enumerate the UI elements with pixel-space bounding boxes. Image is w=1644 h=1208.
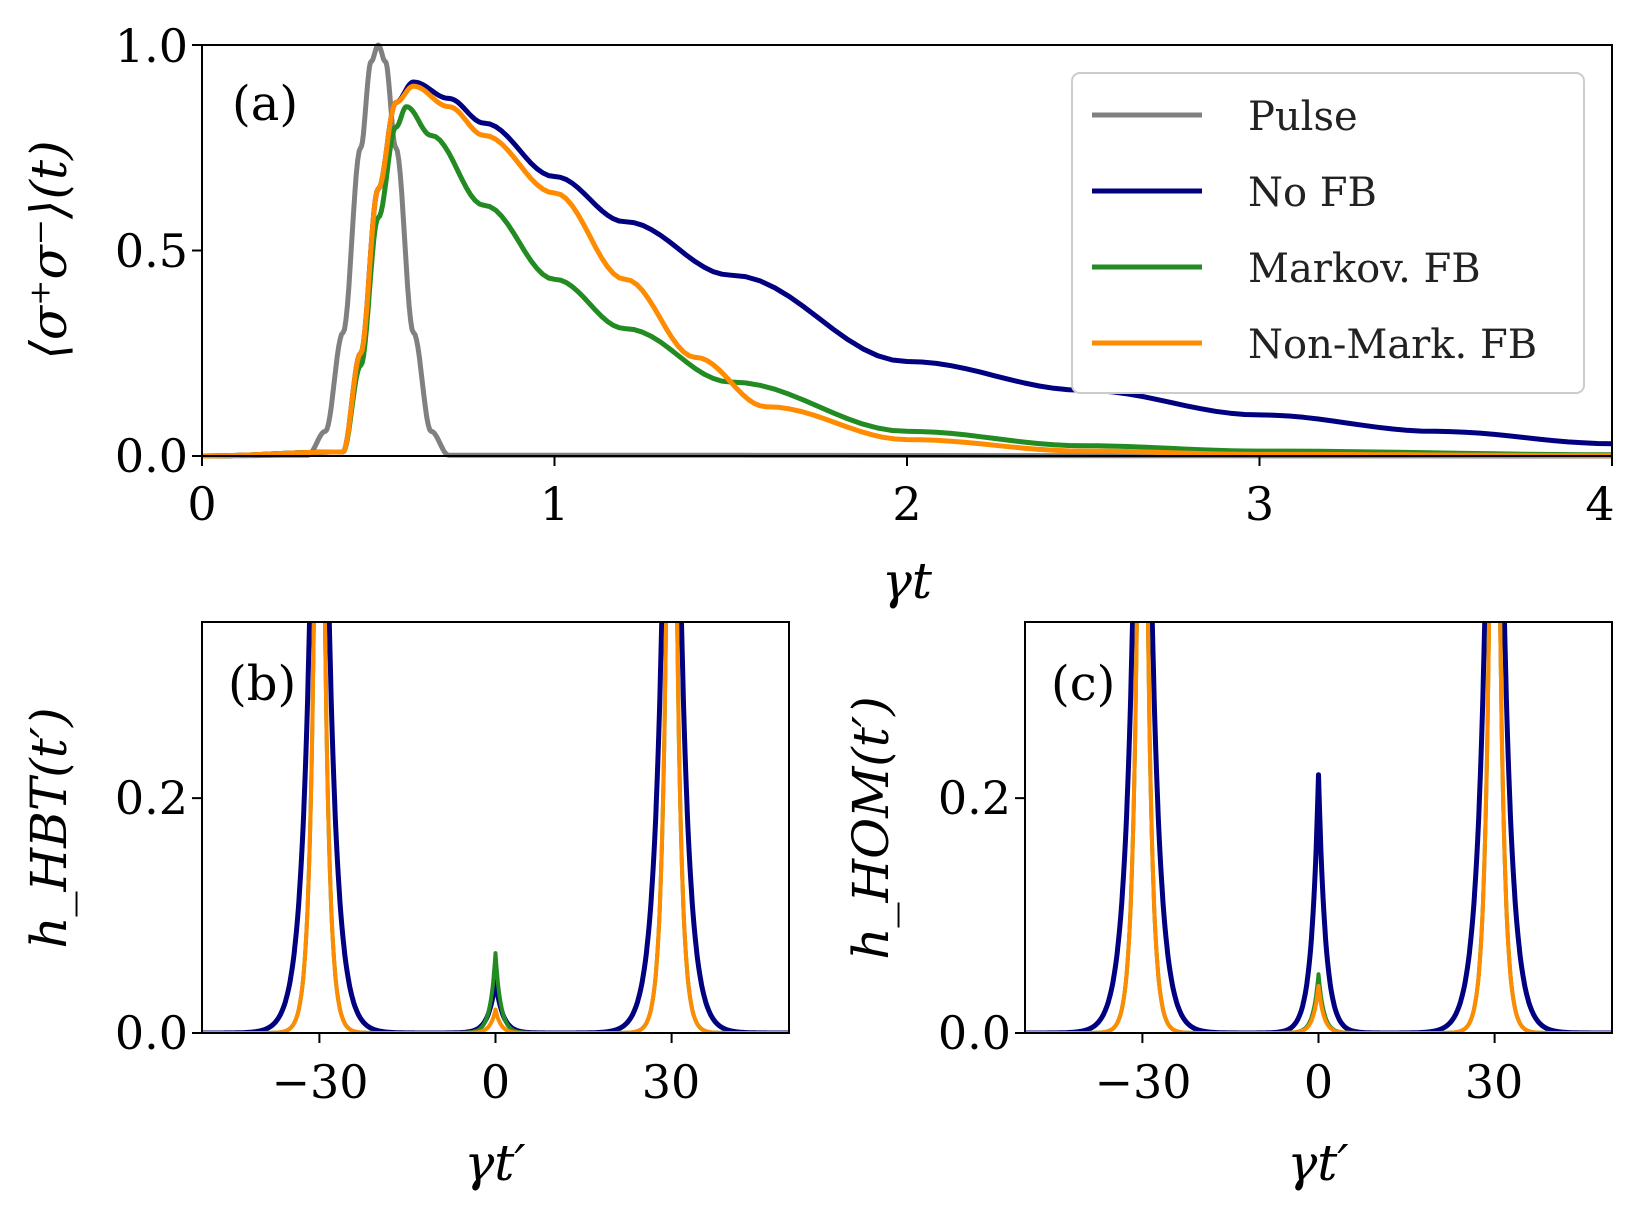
peak-line-no-fb <box>1025 622 1612 1033</box>
legend-label-markov-fb: Markov. FB <box>1248 246 1481 292</box>
panel-b-curves <box>202 622 789 1033</box>
c-x-axis-label: γt′ <box>1287 1134 1349 1192</box>
b-x-axis-label: γt′ <box>464 1134 526 1192</box>
series-line-non-mark-fb <box>201 83 1612 459</box>
panel-c-label: (c) <box>1051 656 1115 712</box>
c-ytick-label: 0.2 <box>938 771 1011 825</box>
legend-label-no-fb: No FB <box>1248 170 1377 216</box>
peak-line-no-fb <box>202 622 789 1033</box>
a-xtick-label: 0 <box>187 477 216 531</box>
b-ytick-label: 0.2 <box>115 771 188 825</box>
peak-line-non-mark-fb <box>1025 622 1612 1033</box>
a-ytick-label: 1.0 <box>115 19 188 73</box>
a-ytick-label: 0.5 <box>115 224 188 278</box>
panel-b-ticks <box>192 797 673 1043</box>
b-ytick-label: 0.0 <box>115 1006 188 1060</box>
panel-a: (a) 0.0 0.5 1.0 0 1 2 3 4 γt ⟨σ⁺σ⁻⟩(t) P… <box>20 19 1615 610</box>
a-xtick-label: 1 <box>540 477 569 531</box>
b-xtick-label: 0 <box>481 1055 510 1109</box>
legend-label-pulse: Pulse <box>1248 94 1358 140</box>
b-y-axis-label: h_HBT(t′) <box>20 707 78 948</box>
b-xtick-label: 30 <box>642 1055 701 1109</box>
c-xtick-label: 0 <box>1304 1055 1333 1109</box>
a-y-axis-label: ⟨σ⁺σ⁻⟩(t) <box>20 140 78 359</box>
legend: Pulse No FB Markov. FB Non-Mark. FB <box>1071 72 1585 394</box>
a-ytick-label: 0.0 <box>115 429 188 483</box>
legend-label-non-mark-fb: Non-Mark. FB <box>1248 322 1537 368</box>
panel-a-label: (a) <box>232 76 298 132</box>
c-ytick-label: 0.0 <box>938 1006 1011 1060</box>
a-xtick-label: 3 <box>1245 477 1274 531</box>
panel-c: (c) 0.0 0.2 −30 0 30 γt′ h_HOM(t′) <box>842 621 1613 1192</box>
c-y-axis-label: h_HOM(t′) <box>842 696 900 959</box>
a-x-axis-label: γt <box>882 552 933 610</box>
a-xtick-label: 4 <box>1585 477 1614 531</box>
a-xtick-label: 2 <box>892 477 921 531</box>
panel-a-ticks <box>192 44 1613 466</box>
c-xtick-label: −30 <box>1094 1055 1191 1109</box>
panel-c-curves <box>1025 622 1612 1033</box>
panel-b-label: (b) <box>228 656 296 712</box>
panel-c-ticks <box>1015 797 1496 1043</box>
c-xtick-label: 30 <box>1465 1055 1524 1109</box>
legend-box <box>1071 72 1585 394</box>
panel-b: (b) 0.0 0.2 −30 0 30 γt′ h_HBT(t′) <box>20 621 790 1192</box>
b-xtick-label: −30 <box>271 1055 368 1109</box>
peak-line-non-mark-fb <box>202 622 789 1033</box>
